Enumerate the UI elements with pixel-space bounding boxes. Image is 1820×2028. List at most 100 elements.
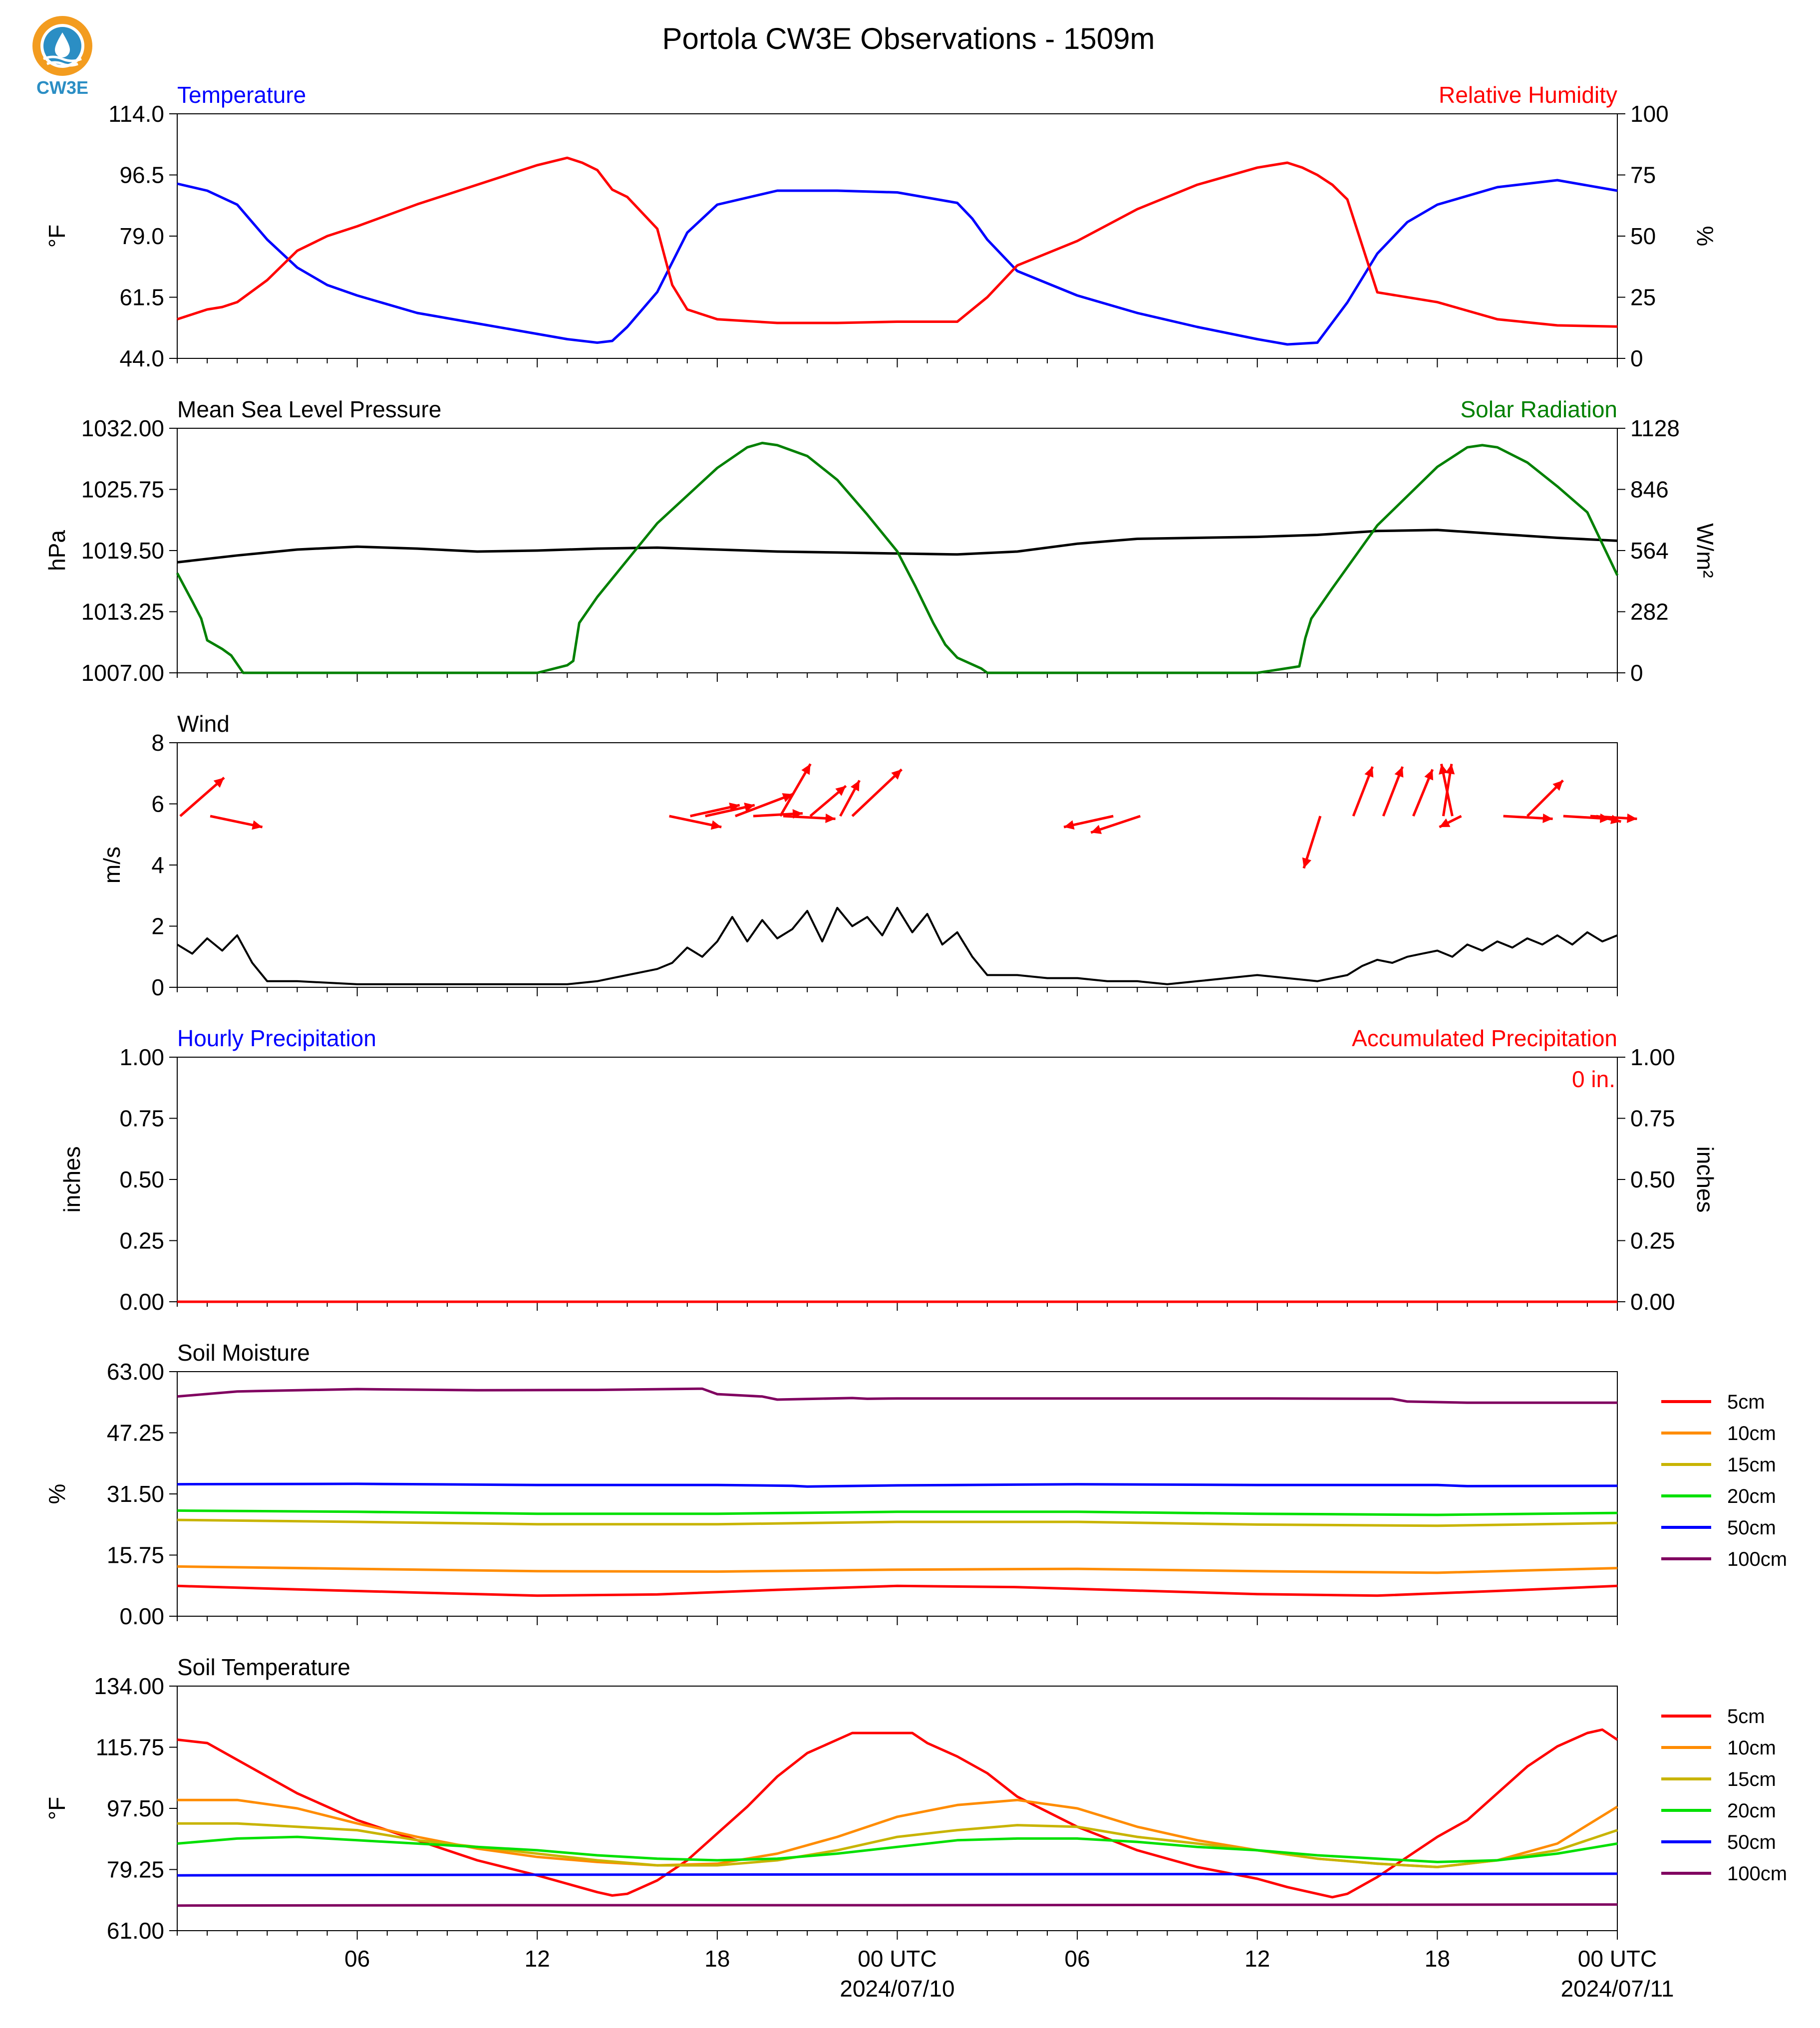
- series-relative-humidity: [177, 156, 1618, 328]
- x-tick-label: 06: [344, 1946, 370, 1972]
- y-tick-label: 0.75: [119, 1106, 164, 1132]
- plot-frame: [177, 1686, 1618, 1931]
- wind-arrow: [735, 793, 794, 818]
- legend-label: 20cm: [1727, 1800, 1776, 1822]
- cw3e-logo: CW3E: [25, 15, 100, 100]
- y-tick-label: 97.50: [107, 1795, 164, 1821]
- legend-label: 10cm: [1727, 1737, 1776, 1759]
- x-tick-label: 18: [704, 1946, 730, 1972]
- series-50cm: [177, 1482, 1618, 1488]
- panel-title-left: Soil Moisture: [177, 1340, 310, 1366]
- y2-tick-label: 1.00: [1630, 1044, 1675, 1070]
- series-mean-sea-level-pressure: [177, 529, 1618, 564]
- y-tick-label: 0.50: [119, 1166, 164, 1192]
- y-tick-label: 2: [151, 913, 164, 939]
- logo-text: CW3E: [36, 77, 88, 98]
- wind-arrow-head: [1542, 813, 1553, 823]
- panel-soil-temp: 134.00 115.75 97.50 79.25 61.00 Soil Temperat…: [44, 1654, 1787, 2002]
- accumulated-total: 0 in.: [1572, 1066, 1615, 1092]
- cw3e-drop-icon: CW3E: [32, 16, 92, 98]
- y2-tick-label: 0: [1630, 660, 1643, 686]
- y2-tick-label: 0.25: [1630, 1228, 1675, 1254]
- y-tick-label: 0: [151, 974, 164, 1000]
- x-tick-label: 12: [525, 1946, 550, 1972]
- x-tick-label: 06: [1065, 1946, 1090, 1972]
- wind-arrow: [851, 768, 903, 817]
- panel-title-left: Hourly Precipitation: [177, 1025, 376, 1051]
- panel-wind: 8 6 4 2 0 Wind m/s: [99, 711, 1637, 1000]
- y-tick-label: 134.00: [94, 1673, 164, 1699]
- wind-arrow-head: [835, 786, 846, 796]
- y-tick-label: 0.00: [119, 1289, 164, 1315]
- x-tick-label: 18: [1425, 1946, 1450, 1972]
- wind-arrow-head: [1610, 815, 1621, 825]
- wind-arrow-head: [252, 820, 263, 830]
- series-10cm: [177, 1565, 1618, 1574]
- y-tick-label: 47.25: [107, 1420, 164, 1446]
- wind-arrow-head: [825, 813, 836, 824]
- panel-title-left: Mean Sea Level Pressure: [177, 396, 441, 422]
- y-tick-label: 15.75: [107, 1542, 164, 1568]
- y-axis-unit: inches: [59, 1147, 85, 1213]
- panel-precip: 1.00 0.75 0.50 0.25 0.00 1.00 0.75 0.50 0.25 0.00…: [59, 1025, 1718, 1315]
- y-tick-label: 1.00: [119, 1044, 164, 1070]
- y-tick-label: 1019.50: [81, 538, 164, 564]
- series-20cm: [177, 1509, 1618, 1516]
- plot-frame: [177, 1371, 1618, 1617]
- wind-arrow-head: [710, 820, 722, 830]
- y-tick-label: 6: [151, 791, 164, 817]
- series-100cm: [177, 1387, 1617, 1404]
- x-date-label: 2024/07/11: [1561, 1976, 1674, 2002]
- y-tick-label: 114.0: [108, 101, 164, 127]
- y-tick-label: 1032.00: [81, 415, 164, 441]
- y-tick-label: 79.0: [119, 223, 164, 249]
- wind-arrow-head: [1364, 767, 1374, 778]
- legend-label: 50cm: [1727, 1517, 1776, 1539]
- y-axis-unit: %: [44, 1484, 70, 1504]
- wind-arrow-head: [782, 793, 793, 802]
- wind-arrow-head: [744, 802, 755, 812]
- y-tick-label: 63.00: [107, 1359, 164, 1385]
- wind-arrow-head: [1439, 764, 1448, 775]
- y2-tick-label: 50: [1630, 223, 1656, 249]
- series-10cm: [177, 1798, 1618, 1868]
- panel-title-left: Wind: [177, 711, 230, 737]
- y-tick-label: 1007.00: [81, 660, 164, 686]
- series-15cm: [177, 1518, 1618, 1527]
- y-axis-unit: hPa: [44, 530, 70, 571]
- y-tick-label: 115.75: [96, 1735, 164, 1760]
- series-solar-radiation: [176, 442, 1619, 674]
- legend-label: 100cm: [1727, 1863, 1787, 1885]
- y-tick-label: 0.00: [119, 1603, 164, 1629]
- y2-axis-unit: inches: [1692, 1147, 1718, 1213]
- y2-axis-unit: W/m²: [1692, 523, 1718, 578]
- wind-arrow-head: [1552, 780, 1563, 791]
- panel-title-right: Relative Humidity: [1439, 82, 1617, 108]
- y2-tick-label: 0.00: [1630, 1289, 1675, 1315]
- series-wind-speed: [176, 906, 1618, 985]
- wind-arrow-head: [891, 769, 902, 780]
- y-tick-label: 96.5: [119, 162, 164, 188]
- panel-title-left: Soil Temperature: [177, 1654, 350, 1680]
- y-tick-label: 61.5: [119, 285, 164, 310]
- y2-tick-label: 0.75: [1630, 1106, 1675, 1132]
- wind-arrow: [779, 763, 812, 817]
- y-tick-label: 4: [151, 852, 164, 878]
- wind-arrow-head: [1302, 857, 1312, 869]
- wind-arrow-head: [213, 778, 225, 788]
- plot-frame: [177, 742, 1618, 988]
- y2-axis-unit: %: [1692, 226, 1718, 247]
- wind-arrow-head: [850, 780, 860, 792]
- panel-title-right: Solar Radiation: [1460, 396, 1617, 422]
- y2-tick-label: 1128: [1630, 415, 1680, 441]
- y-tick-label: 44.0: [119, 345, 164, 371]
- panel-title-right: Accumulated Precipitation: [1352, 1025, 1617, 1051]
- y-axis-unit: °F: [44, 225, 70, 248]
- series-100cm: [177, 1903, 1618, 1907]
- wind-arrow-head: [1091, 825, 1102, 834]
- wind-arrow-head: [1445, 764, 1455, 775]
- y2-tick-label: 0: [1630, 345, 1643, 371]
- legend-label: 5cm: [1727, 1706, 1765, 1728]
- y2-tick-label: 75: [1630, 162, 1656, 188]
